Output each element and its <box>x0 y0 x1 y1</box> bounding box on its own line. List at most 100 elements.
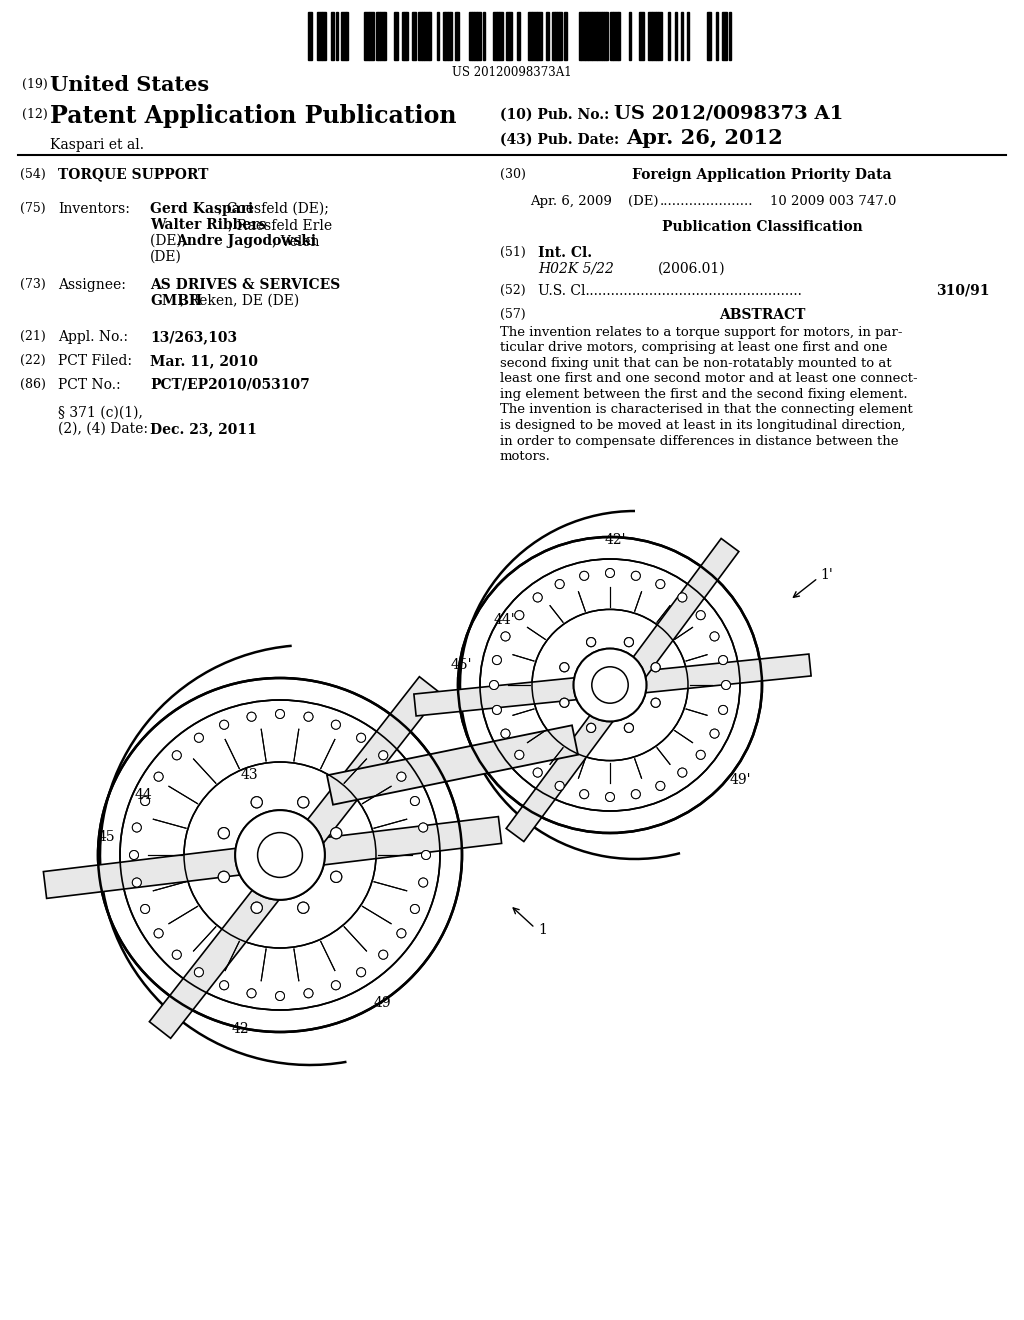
Circle shape <box>304 989 313 998</box>
Text: , Reken, DE (DE): , Reken, DE (DE) <box>180 294 299 308</box>
Circle shape <box>397 772 406 781</box>
Circle shape <box>331 871 342 883</box>
Bar <box>455 12 457 59</box>
Circle shape <box>719 705 728 714</box>
Text: § 371 (c)(1),: § 371 (c)(1), <box>58 407 143 420</box>
Circle shape <box>493 656 502 664</box>
Circle shape <box>397 772 406 781</box>
Circle shape <box>154 929 163 937</box>
Bar <box>308 12 312 59</box>
Circle shape <box>493 705 502 714</box>
Circle shape <box>587 723 596 733</box>
Circle shape <box>592 667 628 704</box>
Bar <box>592 12 597 59</box>
Circle shape <box>580 572 589 581</box>
Circle shape <box>411 796 420 805</box>
Bar <box>652 12 656 59</box>
Circle shape <box>129 850 138 859</box>
Polygon shape <box>150 677 440 1039</box>
Text: Mar. 11, 2010: Mar. 11, 2010 <box>150 354 258 368</box>
Circle shape <box>625 723 634 733</box>
Circle shape <box>411 796 420 805</box>
Text: Appl. No.:: Appl. No.: <box>58 330 128 345</box>
Text: PCT Filed:: PCT Filed: <box>58 354 132 368</box>
Circle shape <box>605 569 614 578</box>
Circle shape <box>331 871 342 883</box>
Bar <box>588 12 592 59</box>
Circle shape <box>140 796 150 805</box>
Text: TORQUE SUPPORT: TORQUE SUPPORT <box>58 168 208 181</box>
Circle shape <box>304 713 313 721</box>
Text: 49': 49' <box>730 774 752 787</box>
Bar <box>639 12 644 59</box>
Circle shape <box>154 929 163 937</box>
Bar <box>579 12 581 59</box>
Circle shape <box>696 611 706 619</box>
Bar <box>378 12 380 59</box>
Bar <box>406 12 408 59</box>
Text: (30): (30) <box>500 168 526 181</box>
Circle shape <box>719 656 728 664</box>
Bar <box>648 12 652 59</box>
Circle shape <box>555 579 564 589</box>
Circle shape <box>356 968 366 977</box>
Circle shape <box>379 751 388 760</box>
Circle shape <box>678 593 687 602</box>
Bar <box>509 12 512 59</box>
Circle shape <box>625 723 634 733</box>
Text: Gerd Kaspari: Gerd Kaspari <box>150 202 253 216</box>
Bar <box>687 12 689 59</box>
Bar <box>376 12 378 59</box>
Polygon shape <box>506 539 739 842</box>
Text: 49: 49 <box>373 997 391 1010</box>
Circle shape <box>356 734 366 742</box>
Circle shape <box>489 681 499 689</box>
Circle shape <box>560 663 569 672</box>
Text: 45: 45 <box>97 830 115 843</box>
Text: , Raesfeld Erle: , Raesfeld Erle <box>228 218 332 232</box>
Circle shape <box>304 989 313 998</box>
Circle shape <box>219 981 228 990</box>
Bar <box>610 12 613 59</box>
Text: 1': 1' <box>820 568 833 582</box>
Bar <box>618 12 620 59</box>
Bar <box>331 12 334 59</box>
Circle shape <box>154 772 163 781</box>
Circle shape <box>236 810 325 900</box>
Circle shape <box>419 878 428 887</box>
Circle shape <box>651 663 660 672</box>
Circle shape <box>275 991 285 1001</box>
Circle shape <box>132 878 141 887</box>
Bar <box>474 12 477 59</box>
Circle shape <box>710 729 719 738</box>
Circle shape <box>632 789 640 799</box>
Text: (75): (75) <box>20 202 46 215</box>
Circle shape <box>493 705 502 714</box>
Circle shape <box>379 950 388 960</box>
Text: least one first and one second motor and at least one connect-: least one first and one second motor and… <box>500 372 918 385</box>
Text: (2006.01): (2006.01) <box>658 261 726 276</box>
Circle shape <box>251 902 262 913</box>
Circle shape <box>534 593 542 602</box>
Circle shape <box>304 713 313 721</box>
Bar <box>443 12 445 59</box>
Circle shape <box>172 950 181 960</box>
Bar <box>380 12 384 59</box>
Text: (DE);: (DE); <box>150 234 190 248</box>
Circle shape <box>573 648 646 722</box>
Bar <box>557 12 559 59</box>
Circle shape <box>247 713 256 721</box>
Circle shape <box>678 768 687 777</box>
Circle shape <box>515 750 524 759</box>
Text: (19): (19) <box>22 78 48 91</box>
Text: (12): (12) <box>22 108 48 121</box>
Circle shape <box>331 828 342 838</box>
Text: Kaspari et al.: Kaspari et al. <box>50 139 144 152</box>
Circle shape <box>356 734 366 742</box>
Circle shape <box>696 750 706 759</box>
Bar <box>656 12 658 59</box>
Circle shape <box>625 638 634 647</box>
Bar <box>537 12 542 59</box>
Text: (54): (54) <box>20 168 46 181</box>
Text: 42: 42 <box>231 1022 249 1036</box>
